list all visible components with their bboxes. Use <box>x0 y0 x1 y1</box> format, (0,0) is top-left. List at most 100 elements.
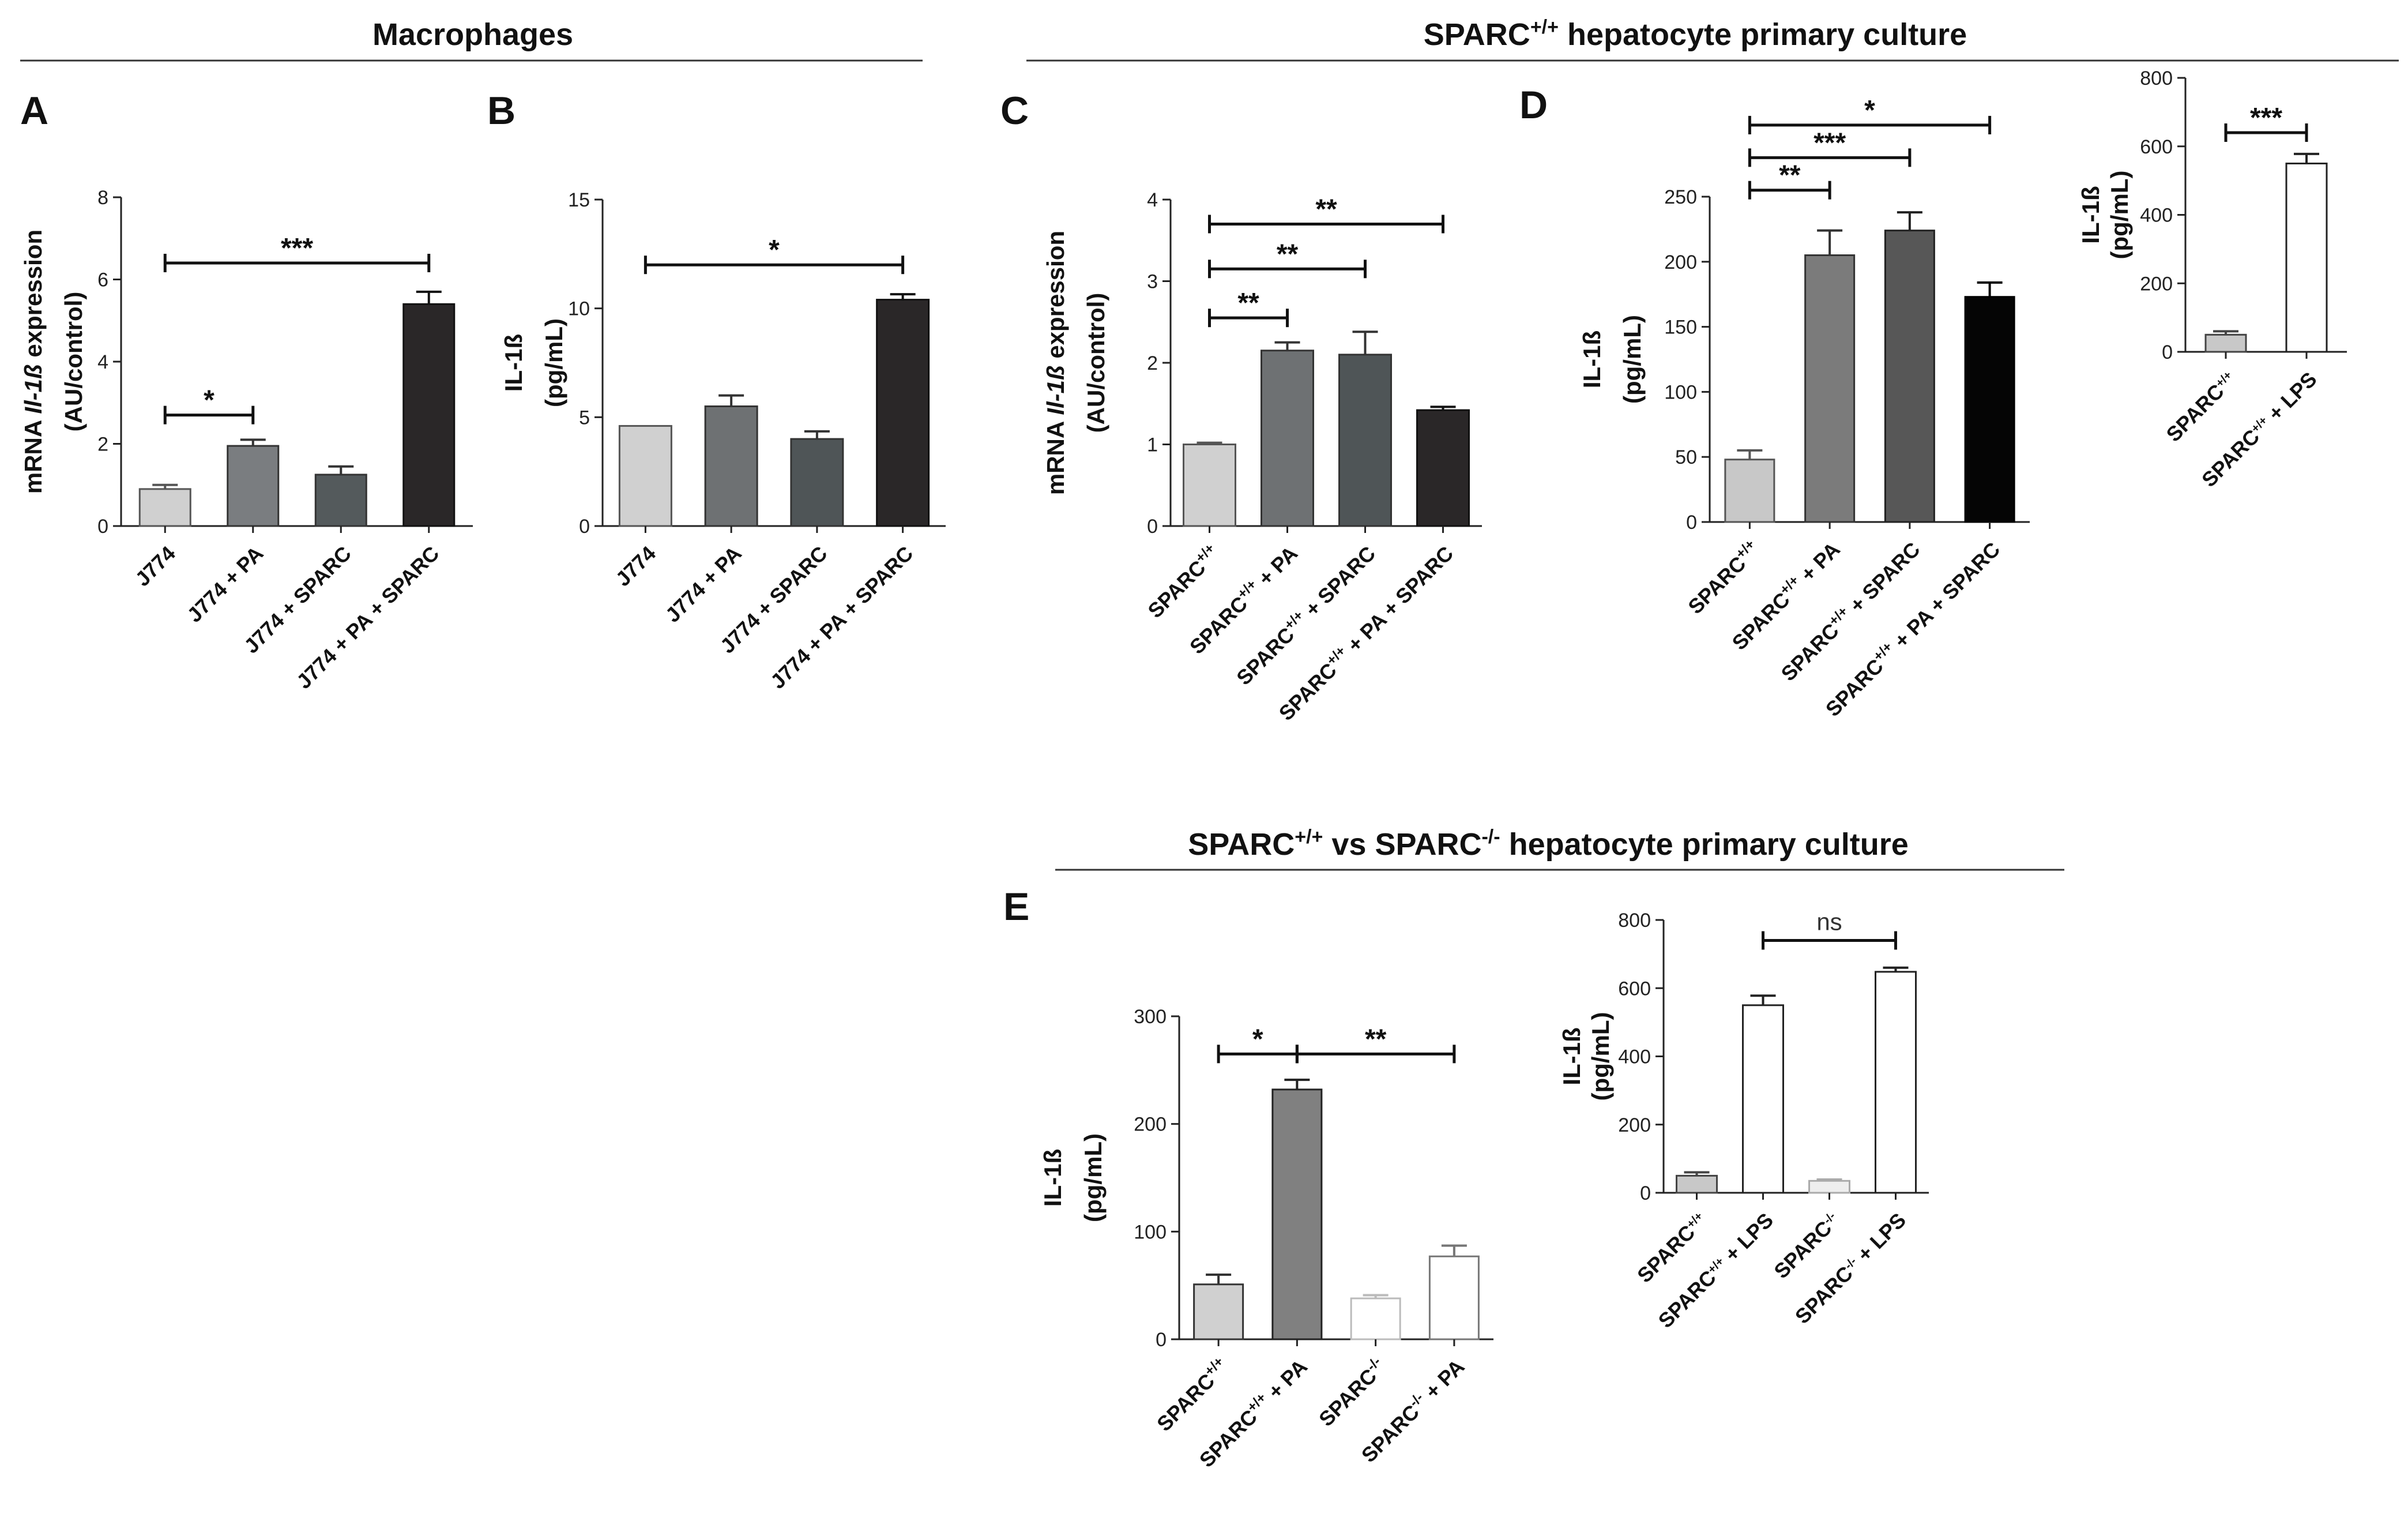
y-axis-label: (pg/mL) <box>1619 315 1646 404</box>
panel-letter: C <box>1000 89 1029 133</box>
y-tick-label: 0 <box>1156 1329 1167 1351</box>
x-tick-label: SPARC+/+ + SPARC <box>1231 540 1380 689</box>
bar <box>2285 162 2328 353</box>
y-axis-label: IL-1ß <box>1039 1149 1066 1207</box>
significance-label: * <box>204 385 215 416</box>
bar <box>790 438 844 527</box>
section-macrophages: Macrophages <box>20 17 923 62</box>
panel-letter: D <box>1519 83 1548 127</box>
significance-label: *** <box>281 233 313 264</box>
significance-label: ** <box>1237 288 1259 318</box>
chart-panel-c: C 0 1 2 3 4 mRNA Il-1ß expression (AU/control) S… <box>1000 89 1482 725</box>
bar <box>1193 1283 1244 1340</box>
chart-panel-a: A 0 2 4 6 8 mRNA Il-1ß expression (AU/control) J… <box>20 89 473 693</box>
section-hepatocyte-pos: SPARC+/+ hepatocyte primary culture <box>1026 16 2399 62</box>
y-axis-label: IL-1ß <box>1578 330 1605 388</box>
x-tick-label: SPARC+/+ <box>1683 536 1764 618</box>
bar <box>314 474 367 527</box>
significance-label: ** <box>1315 194 1337 224</box>
bar <box>704 405 758 527</box>
y-axis-label: (pg/mL) <box>1079 1133 1107 1222</box>
y-tick-label: 400 <box>2140 205 2173 227</box>
bar <box>1884 230 1935 523</box>
section-title-hepatocyte-vs: SPARC+/+ vs SPARC-/- hepatocyte primary … <box>1188 826 1909 862</box>
y-axis-label: mRNA Il-1ß expression <box>1042 231 1069 495</box>
y-axis-label: IL-1ß <box>500 334 527 392</box>
bar <box>1261 350 1314 527</box>
section-title-hepatocyte-pos: SPARC+/+ hepatocyte primary culture <box>1424 16 1967 52</box>
bar <box>1724 459 1775 523</box>
significance-label: ns <box>1816 908 1842 935</box>
y-axis-label: mRNA Il-1ß expression <box>20 230 47 494</box>
significance-label: *** <box>2250 103 2282 133</box>
bar <box>618 425 672 527</box>
bar <box>1742 1004 1784 1194</box>
bar <box>1338 354 1392 527</box>
y-tick-label: 5 <box>579 407 590 429</box>
y-tick-label: 0 <box>2162 341 2173 363</box>
y-tick-label: 100 <box>1134 1221 1167 1243</box>
panel-letter: A <box>20 89 48 133</box>
panel-letter: E <box>1003 885 1029 929</box>
x-tick-label: SPARC+/+ <box>1142 540 1224 622</box>
y-tick-label: 0 <box>1686 512 1697 534</box>
x-tick-label: SPARC-/- <box>1314 1354 1391 1431</box>
y-tick-label: 15 <box>568 189 590 211</box>
bar <box>1271 1088 1323 1340</box>
y-tick-label: 2 <box>97 434 108 456</box>
x-tick-label: SPARC+/+ + SPARC <box>1775 536 1924 685</box>
chart-panel-d: D 0 50 100 150 200 250 IL-1ß (pg/mL) SPARC+/+SPAR… <box>1519 83 2030 721</box>
bar <box>1875 971 1917 1194</box>
x-tick-label: J774 + PA <box>661 542 746 627</box>
y-tick-label: 0 <box>1147 516 1158 538</box>
bar <box>1964 296 2015 523</box>
y-tick-label: 300 <box>1134 1006 1167 1028</box>
y-axis-label: IL-1ß <box>2077 186 2104 243</box>
x-tick-label: J774 + PA + SPARC <box>292 542 443 693</box>
significance-label: * <box>769 235 780 265</box>
y-tick-label: 800 <box>1618 910 1651 931</box>
y-tick-label: 3 <box>1147 271 1158 293</box>
y-tick-label: 4 <box>1147 189 1158 211</box>
y-tick-label: 50 <box>1675 446 1697 468</box>
x-tick-label: J774 <box>611 542 660 591</box>
y-tick-label: 250 <box>1664 186 1697 208</box>
significance-label: * <box>1252 1024 1263 1054</box>
bar <box>1804 254 1856 523</box>
y-tick-label: 2 <box>1147 352 1158 374</box>
y-tick-label: 800 <box>2140 67 2173 89</box>
section-title-macrophages: Macrophages <box>373 17 573 52</box>
y-tick-label: 200 <box>1618 1114 1651 1136</box>
y-tick-label: 0 <box>97 516 108 538</box>
y-tick-label: 200 <box>1664 251 1697 273</box>
y-tick-label: 8 <box>97 187 108 209</box>
y-tick-label: 200 <box>1134 1114 1167 1136</box>
x-tick-label: SPARC+/+ + LPS <box>1654 1208 1778 1333</box>
y-tick-label: 400 <box>1618 1046 1651 1068</box>
y-tick-label: 0 <box>1640 1182 1651 1204</box>
bar <box>2204 333 2247 353</box>
y-axis-label: (pg/mL) <box>1587 1012 1614 1101</box>
bar <box>1428 1255 1480 1340</box>
x-tick-label: SPARC-/- + LPS <box>1790 1208 1910 1328</box>
x-tick-label: J774 <box>130 542 180 591</box>
y-tick-label: 200 <box>2140 273 2173 295</box>
y-tick-label: 150 <box>1664 317 1697 339</box>
y-tick-label: 6 <box>97 269 108 291</box>
y-tick-label: 4 <box>97 351 108 373</box>
bar <box>1808 1180 1850 1194</box>
bar <box>1183 444 1236 527</box>
y-tick-label: 1 <box>1147 434 1158 456</box>
significance-label: ** <box>1277 239 1299 269</box>
significance-label: ** <box>1779 160 1801 191</box>
y-tick-label: 600 <box>1618 978 1651 1000</box>
y-tick-label: 600 <box>2140 136 2173 158</box>
x-tick-label: SPARC+/+ <box>2162 367 2241 446</box>
significance-label: *** <box>1813 127 1846 158</box>
y-tick-label: 10 <box>568 298 590 320</box>
x-tick-label: J774 + PA <box>182 542 268 627</box>
